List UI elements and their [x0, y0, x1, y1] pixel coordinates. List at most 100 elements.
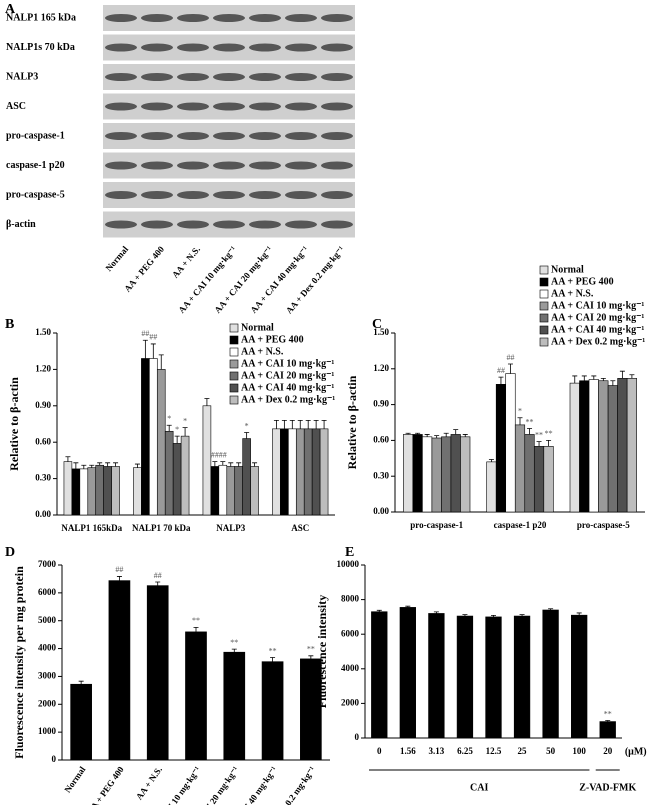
bar [607, 385, 618, 513]
y-tick-label: 1.20 [373, 363, 389, 373]
error-bar [507, 363, 513, 374]
blot-band [141, 191, 173, 199]
error-bar [546, 440, 552, 447]
blot-band [177, 73, 209, 81]
legend-swatch [229, 347, 239, 357]
y-tick-label: 5000 [38, 615, 57, 625]
blot-band [213, 161, 245, 170]
bar [149, 358, 158, 516]
blot-row-label: pro-caspase-5 [6, 189, 65, 200]
bar [450, 434, 461, 513]
y-tick-label: 7000 [38, 559, 57, 569]
panel-label: E [345, 545, 354, 560]
bar [431, 437, 442, 513]
legend-label: Normal [551, 264, 584, 275]
bar [533, 446, 545, 513]
x-tick-label: caspase-1 p20 [494, 520, 547, 530]
error-bar [376, 609, 382, 612]
bar [272, 428, 281, 516]
y-tick-label: 10000 [337, 559, 360, 569]
error-bar [228, 462, 234, 467]
bar [95, 464, 104, 516]
error-bar [498, 376, 504, 385]
blot-band [141, 73, 173, 81]
blot-band [321, 102, 353, 111]
error-bar [313, 419, 319, 429]
legend-label: AA + PEG 400 [551, 276, 614, 287]
bar [295, 428, 305, 516]
x-tick-label: 25 [518, 746, 528, 756]
significance-label: ## [497, 366, 505, 375]
x-tick-label: 20 [603, 746, 613, 756]
significance-label: * [245, 421, 249, 430]
legend-label: AA + PEG 400 [241, 334, 304, 345]
significance-label: ## [219, 450, 227, 459]
y-tick-label: 2000 [341, 697, 360, 707]
error-bar [572, 375, 578, 384]
blot-band [105, 132, 137, 140]
y-tick-label: 4000 [38, 643, 57, 653]
error-bar [193, 627, 199, 632]
blot-band [141, 14, 173, 22]
blot-band [249, 102, 281, 111]
x-tick-label: AA + PEG 400 [85, 764, 126, 805]
bar [311, 428, 321, 516]
x-tick-label: pro-caspase-1 [410, 520, 463, 530]
blot-band [141, 220, 173, 229]
significance-label: ## [506, 353, 514, 362]
blot-band [213, 43, 245, 52]
blot-band [285, 191, 317, 199]
blot-band [213, 191, 245, 199]
blot-band [141, 43, 173, 52]
error-bar [297, 419, 303, 429]
legend-label: Normal [241, 322, 274, 333]
blot-band [105, 191, 137, 199]
bar [598, 380, 609, 513]
bar [70, 683, 92, 761]
bar [303, 428, 313, 516]
blot-band [285, 132, 317, 140]
blot-row-label: NALP1s 70 kDa [6, 42, 75, 53]
blot-band [249, 73, 281, 81]
y-tick-label: 0 [355, 732, 360, 742]
x-tick-label: NALP1 165kDa [61, 523, 122, 533]
significance-label: ** [535, 430, 543, 439]
blot-band [105, 43, 137, 52]
error-bar [281, 419, 287, 429]
bar [156, 369, 166, 516]
significance-label: * [518, 407, 522, 416]
x-tick-label: NALP3 [216, 523, 245, 533]
bar [617, 378, 628, 513]
y-tick-label: 2000 [38, 698, 57, 708]
blot-row-label: pro-caspase-1 [6, 130, 65, 141]
x-tick-label: pro-caspase-5 [577, 520, 630, 530]
bar [513, 615, 531, 739]
bar [226, 466, 236, 516]
y-tick-label: 6000 [341, 628, 360, 638]
blot-band [285, 161, 317, 170]
error-bar [405, 432, 411, 435]
bar [71, 468, 81, 516]
legend-swatch [229, 383, 239, 393]
bar [524, 434, 535, 513]
y-axis-title: Fluorescence intensity per mg protein [12, 566, 26, 759]
x-tick-label: 100 [572, 746, 586, 756]
blot-band [321, 14, 353, 22]
panel-label: A [5, 2, 16, 17]
y-tick-label: 0.00 [373, 506, 389, 516]
error-bar [204, 398, 210, 406]
blot-band [249, 132, 281, 140]
error-bar [527, 428, 533, 435]
error-bar [536, 441, 542, 447]
error-bar [462, 614, 468, 617]
error-bar [244, 432, 250, 439]
bar [599, 721, 616, 739]
legend-swatch [539, 301, 549, 311]
error-bar [462, 434, 468, 437]
error-bar [491, 614, 496, 617]
x-tick-label: 50 [546, 746, 556, 756]
legend-label: AA + CAI 20 mg·kg⁻¹ [551, 312, 644, 323]
x-tick-label: 3.13 [429, 746, 445, 756]
legend-swatch [539, 277, 549, 287]
error-bar [619, 370, 625, 379]
